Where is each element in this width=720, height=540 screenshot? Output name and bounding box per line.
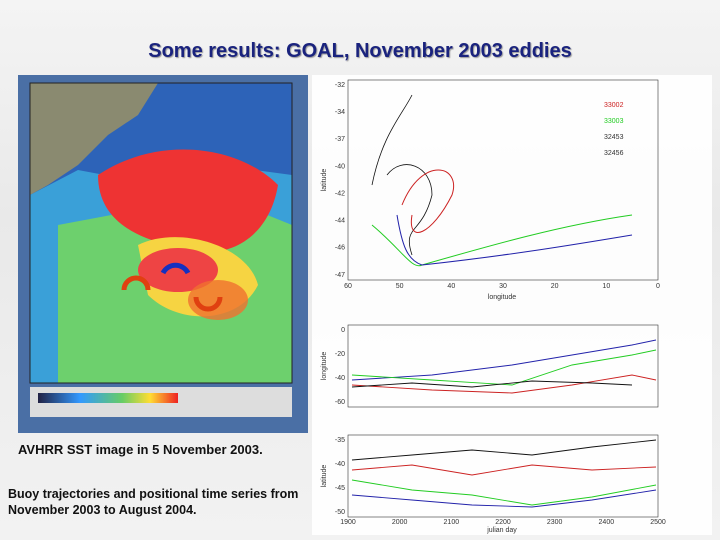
y-tick-label: -40 — [335, 375, 345, 382]
slide-title: Some results: GOAL, November 2003 eddies — [148, 40, 572, 62]
x-tick-label: 40 — [447, 283, 455, 290]
x-tick-label: 50 — [396, 283, 404, 290]
x-tick-label: 60 — [344, 283, 352, 290]
latitude-plot: latitude julian day — [321, 434, 659, 534]
y-tick-label: -44 — [335, 218, 345, 225]
x-tick-label: 10 — [602, 283, 610, 290]
y-tick-label: -20 — [335, 351, 345, 358]
y-tick-label: -35 — [335, 437, 345, 444]
x-tick-label: 1900 — [340, 519, 356, 526]
x-tick-label: 2300 — [547, 519, 563, 526]
y-axis-label: longitude — [321, 352, 328, 381]
sst-image — [18, 75, 308, 433]
legend-item: 33003 — [604, 118, 624, 125]
y-tick-label: -60 — [335, 399, 345, 406]
x-tick-label: 2000 — [392, 519, 408, 526]
x-tick-label: 20 — [551, 283, 559, 290]
x-axis-label: julian day — [486, 527, 517, 534]
y-tick-label: -34 — [335, 109, 345, 116]
y-tick-label: -42 — [335, 190, 345, 197]
x-tick-label: 2500 — [650, 519, 666, 526]
legend-item: 32453 — [604, 134, 624, 141]
y-axis-label: latitude — [321, 169, 328, 192]
x-tick-label: 30 — [499, 283, 507, 290]
sst-caption: AVHRR SST image in 5 November 2003. — [18, 442, 263, 457]
y-tick-label: -40 — [335, 461, 345, 468]
y-tick-label: -50 — [335, 509, 345, 516]
x-tick-label: 2100 — [444, 519, 460, 526]
legend-item: 32456 — [604, 150, 624, 157]
y-tick-label: -47 — [335, 272, 345, 279]
plots: 33002 33003 32453 32456 longitude latitu… — [312, 75, 712, 535]
trajectory-plot: 33002 33003 32453 32456 longitude latitu… — [321, 79, 659, 301]
y-tick-label: -46 — [335, 245, 345, 252]
y-tick-label: 0 — [341, 327, 345, 334]
x-tick-label: 2200 — [495, 519, 511, 526]
longitude-plot: longitude — [321, 324, 659, 408]
x-axis-label: longitude — [488, 294, 517, 301]
plots-caption: Buoy trajectories and positional time se… — [8, 487, 299, 517]
x-tick-label: 2400 — [599, 519, 615, 526]
y-tick-label: -45 — [335, 485, 345, 492]
legend-item: 33002 — [604, 102, 624, 109]
x-tick-label: 0 — [656, 283, 660, 290]
y-axis-label: latitude — [321, 465, 328, 488]
y-tick-label: -32 — [335, 82, 345, 89]
y-tick-label: -40 — [335, 163, 345, 170]
y-tick-label: -37 — [335, 136, 345, 143]
